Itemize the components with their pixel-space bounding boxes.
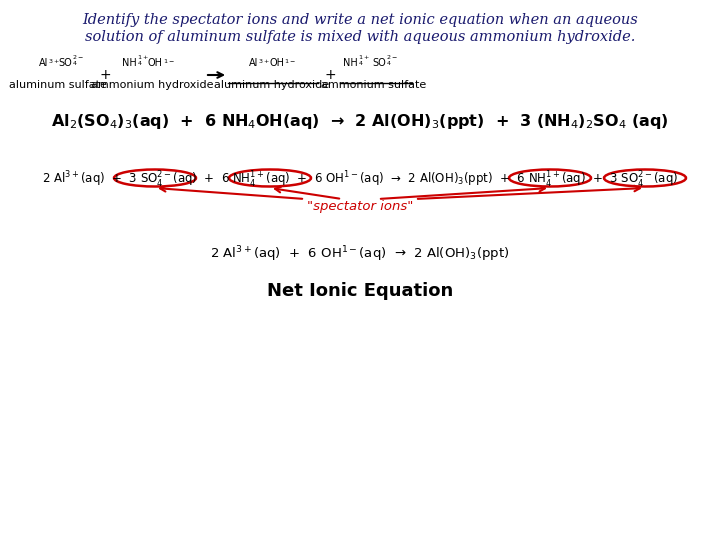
Text: Identify the spectator ions and write a net ionic equation when an aqueous: Identify the spectator ions and write a … <box>82 13 638 27</box>
Text: Al: Al <box>39 58 48 68</box>
Text: 2 Al$^{3+}$(aq)  +  3 SO$_4^{2-}$(aq)  +  6 NH$_4^{1+}$(aq)  +  6 OH$^{1-}$(aq) : 2 Al$^{3+}$(aq) + 3 SO$_4^{2-}$(aq) + 6 … <box>42 170 678 190</box>
Text: $^{1-}$: $^{1-}$ <box>163 59 175 68</box>
Text: SO: SO <box>58 58 72 68</box>
Text: $_4^{2-}$: $_4^{2-}$ <box>386 53 398 68</box>
Text: $_4^{1+}$: $_4^{1+}$ <box>358 53 370 68</box>
Text: $_4^{1+}$: $_4^{1+}$ <box>137 53 149 68</box>
Text: Al: Al <box>248 58 258 68</box>
Text: Al$_2$(SO$_4$)$_3$(aq)  +  6 NH$_4$OH(aq)  →  2 Al(OH)$_3$(ppt)  +  3 (NH$_4$)$_: Al$_2$(SO$_4$)$_3$(aq) + 6 NH$_4$OH(aq) … <box>51 112 669 131</box>
Text: ammonium sulfate: ammonium sulfate <box>321 80 427 90</box>
Text: +: + <box>99 68 111 82</box>
Text: +: + <box>324 68 336 82</box>
Text: solution of aluminum sulfate is mixed with aqueous ammonium hydroxide.: solution of aluminum sulfate is mixed wi… <box>85 30 635 44</box>
Text: aluminum sulfate: aluminum sulfate <box>9 80 107 90</box>
Text: "spectator ions": "spectator ions" <box>307 200 413 213</box>
Text: ammonium hydroxide: ammonium hydroxide <box>91 80 213 90</box>
Text: $^{3+}$: $^{3+}$ <box>258 59 270 68</box>
Text: $^{3+}$: $^{3+}$ <box>48 59 60 68</box>
Text: SO: SO <box>372 58 386 68</box>
Text: 2 Al$^{3+}$(aq)  +  6 OH$^{1-}$(aq)  →  2 Al(OH)$_3$(ppt): 2 Al$^{3+}$(aq) + 6 OH$^{1-}$(aq) → 2 Al… <box>210 244 510 264</box>
Text: OH: OH <box>148 58 163 68</box>
Text: aluminum hydroxide: aluminum hydroxide <box>215 80 330 90</box>
Text: $_4^{2-}$: $_4^{2-}$ <box>72 53 84 68</box>
Text: NH: NH <box>343 58 358 68</box>
Text: OH: OH <box>269 58 284 68</box>
Text: $^{1-}$: $^{1-}$ <box>284 59 296 68</box>
Text: NH: NH <box>122 58 137 68</box>
Text: Net Ionic Equation: Net Ionic Equation <box>267 282 453 300</box>
